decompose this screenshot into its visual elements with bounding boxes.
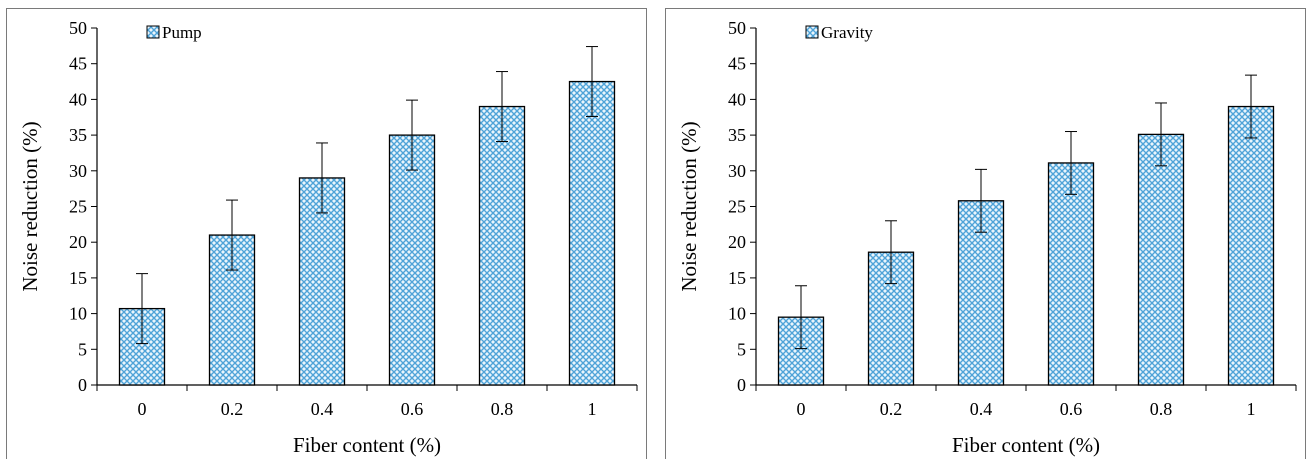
x-tick-label: 0: [797, 399, 806, 419]
bar-chart-gravity: 0 5 10 15 20 25 30 35 40 45 50 0 0.2 0.4 0.6 0.8 1 Fiber …: [677, 18, 1297, 457]
y-tick-label: 45: [69, 54, 87, 74]
x-tick-label: 0.8: [1150, 399, 1173, 419]
x-tick-label: 0: [138, 399, 147, 419]
legend-label: Pump: [162, 23, 202, 42]
y-tick-label: 25: [69, 197, 87, 217]
y-tick-label: 45: [728, 54, 746, 74]
y-tick-label: 15: [728, 268, 746, 288]
y-tick-label: 25: [728, 197, 746, 217]
bar: [568, 80, 616, 386]
x-axis-title: Fiber content (%): [952, 433, 1100, 457]
legend-label: Gravity: [821, 23, 873, 42]
y-tick-label: 35: [69, 125, 87, 145]
chart-panel-pump: 0 5 10 15 20 25 30 35 40 45 50 0 0.2 0.4 0.6 0.8 1 Fiber …: [6, 8, 647, 459]
bar-chart-pump: 0 5 10 15 20 25 30 35 40 45 50 0 0.2 0.4 0.6 0.8 1 Fiber …: [18, 18, 638, 457]
x-tick-label: 0.8: [491, 399, 514, 419]
y-tick-label: 0: [78, 375, 87, 395]
y-axis-title: Noise reduction (%): [18, 121, 42, 291]
y-tick-label: 5: [78, 339, 87, 359]
bar: [1047, 162, 1095, 386]
y-tick-label: 15: [69, 268, 87, 288]
y-tick-label: 40: [728, 89, 746, 109]
bar: [478, 105, 526, 386]
y-tick-label: 35: [728, 125, 746, 145]
chart-panel-gravity: 0 5 10 15 20 25 30 35 40 45 50 0 0.2 0.4 0.6 0.8 1 Fiber …: [665, 8, 1306, 459]
bar: [298, 177, 346, 386]
x-tick-label: 1: [1247, 399, 1256, 419]
legend-swatch: [146, 25, 160, 39]
y-tick-label: 10: [728, 304, 746, 324]
x-tick-label: 0.6: [401, 399, 424, 419]
y-tick-label: 20: [728, 232, 746, 252]
y-tick-label: 40: [69, 89, 87, 109]
x-tick-label: 0.4: [311, 399, 334, 419]
y-tick-label: 30: [728, 161, 746, 181]
y-tick-label: 50: [69, 18, 87, 38]
y-tick-label: 0: [737, 375, 746, 395]
x-tick-label: 0.4: [970, 399, 993, 419]
bar: [1137, 133, 1185, 386]
bar: [388, 134, 436, 386]
bar: [1227, 105, 1275, 386]
x-tick-label: 1: [588, 399, 597, 419]
y-tick-label: 50: [728, 18, 746, 38]
y-tick-label: 5: [737, 339, 746, 359]
x-tick-label: 0.2: [221, 399, 244, 419]
legend-swatch: [805, 25, 819, 39]
x-tick-label: 0.2: [880, 399, 903, 419]
y-tick-label: 10: [69, 304, 87, 324]
x-axis-title: Fiber content (%): [293, 433, 441, 457]
y-axis-title: Noise reduction (%): [677, 121, 701, 291]
x-tick-label: 0.6: [1060, 399, 1083, 419]
y-tick-label: 20: [69, 232, 87, 252]
y-tick-label: 30: [69, 161, 87, 181]
